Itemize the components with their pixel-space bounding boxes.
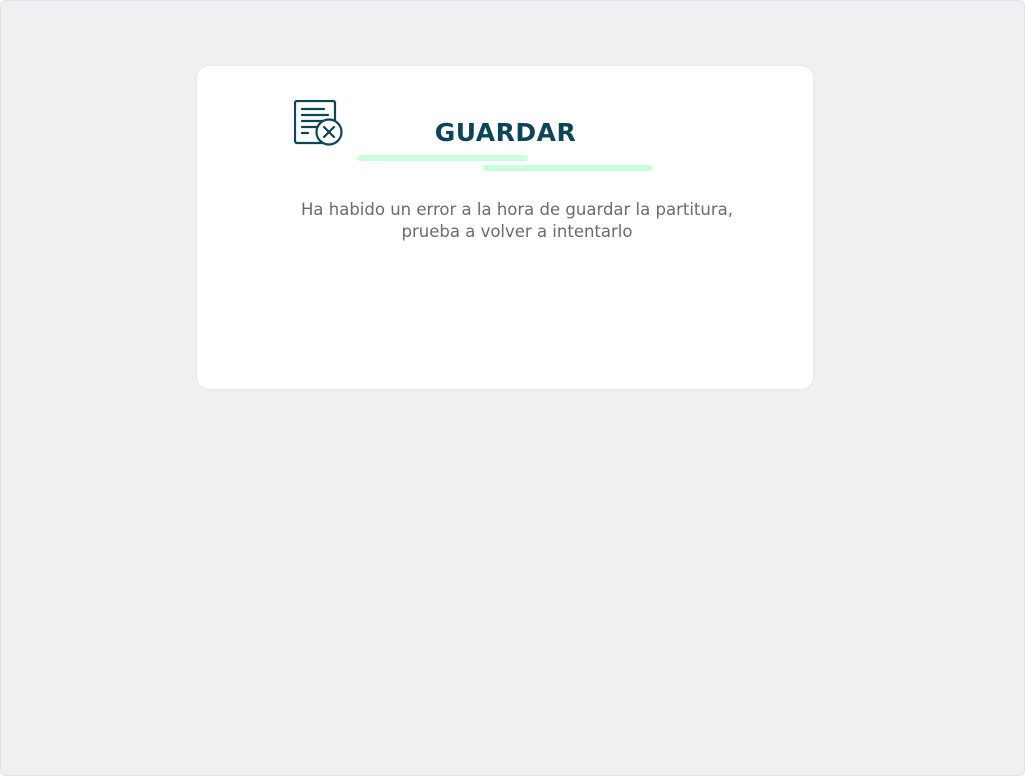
error-dialog: GUARDAR Ha habido un error a la hora de … <box>197 66 813 389</box>
document-error-icon <box>293 99 344 150</box>
error-message-line: Ha habido un error a la hora de guardar … <box>301 200 733 219</box>
error-message: Ha habido un error a la hora de guardar … <box>237 199 797 243</box>
title-underline-decoration <box>482 165 653 171</box>
title-underline-decoration <box>357 155 528 161</box>
error-message-line: prueba a volver a intentarlo <box>401 222 633 241</box>
dialog-title: GUARDAR <box>434 118 577 147</box>
